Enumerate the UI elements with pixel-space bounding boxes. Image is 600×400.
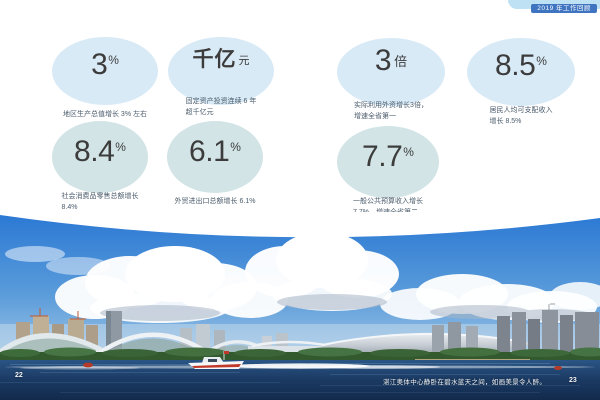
stat-desc: 固定资产投资连续 6 年 超千亿元 (185, 98, 257, 116)
stat-number: 7.7% (362, 140, 414, 173)
stat-circle-budget: 7.7% 一般公共预算收入增长 7.7%，增速全省第二 (337, 126, 439, 216)
stat-desc: 居民人均可支配收入 增长 8.5% (489, 107, 553, 125)
clouds (5, 232, 600, 323)
percent-unit: % (108, 53, 119, 67)
speedboat (188, 351, 244, 369)
percent-unit: % (115, 140, 126, 154)
stat-desc: 社会消费品零售总额增长 8.4% (61, 193, 139, 211)
boat-wake (5, 363, 595, 370)
times-unit: 倍 (394, 54, 408, 69)
stat-circle-investment: 千亿元 固定资产投资连续 6 年 超千亿元 (168, 37, 274, 116)
buoy-right (554, 366, 562, 370)
stat-number: 8.5% (495, 49, 547, 82)
top-curve-mask (0, 212, 600, 238)
stat-number: 3% (91, 48, 119, 81)
stat-number: 8.4% (74, 135, 126, 168)
photo-caption: 湛江奥体中心静卧在碧水蓝天之间，如画美景令人醉。 (383, 379, 547, 386)
city-waterfront-photo: 22 湛江奥体中心静卧在碧水蓝天之间，如画美景令人醉。 23 (0, 212, 600, 400)
stat-circle-income: 8.5% 居民人均可支配收入 增长 8.5% (467, 38, 575, 125)
stat-circle-retail: 8.4% 社会消费品零售总额增长 8.4% (52, 121, 148, 211)
stat-desc: 实际利用外资增长3倍， 增速全省第一 (354, 102, 428, 120)
stat-number: 千亿元 (192, 48, 250, 71)
page-number-left: 22 (15, 372, 23, 379)
buoy-left (83, 362, 93, 368)
stat-circle-gdp: 3% 地区生产总值增长 3% 左右 (52, 37, 158, 118)
stat-desc: 地区生产总值增长 3% 左右 (62, 111, 147, 118)
percent-unit: % (230, 140, 241, 154)
stat-number: 6.1% (189, 135, 241, 168)
stat-circle-trade: 6.1% 外贸进出口总额增长 6.1% (167, 121, 263, 205)
work-review-badge: 2019 年工作回顾 (531, 4, 597, 13)
treeline (0, 347, 600, 362)
page-number-right: 23 (569, 377, 577, 384)
stat-desc: 外贸进出口总额增长 6.1% (174, 198, 256, 205)
yuan-unit: 元 (238, 55, 250, 67)
percent-unit: % (536, 54, 547, 68)
percent-unit: % (403, 145, 414, 159)
cloud-shadows (100, 294, 592, 321)
